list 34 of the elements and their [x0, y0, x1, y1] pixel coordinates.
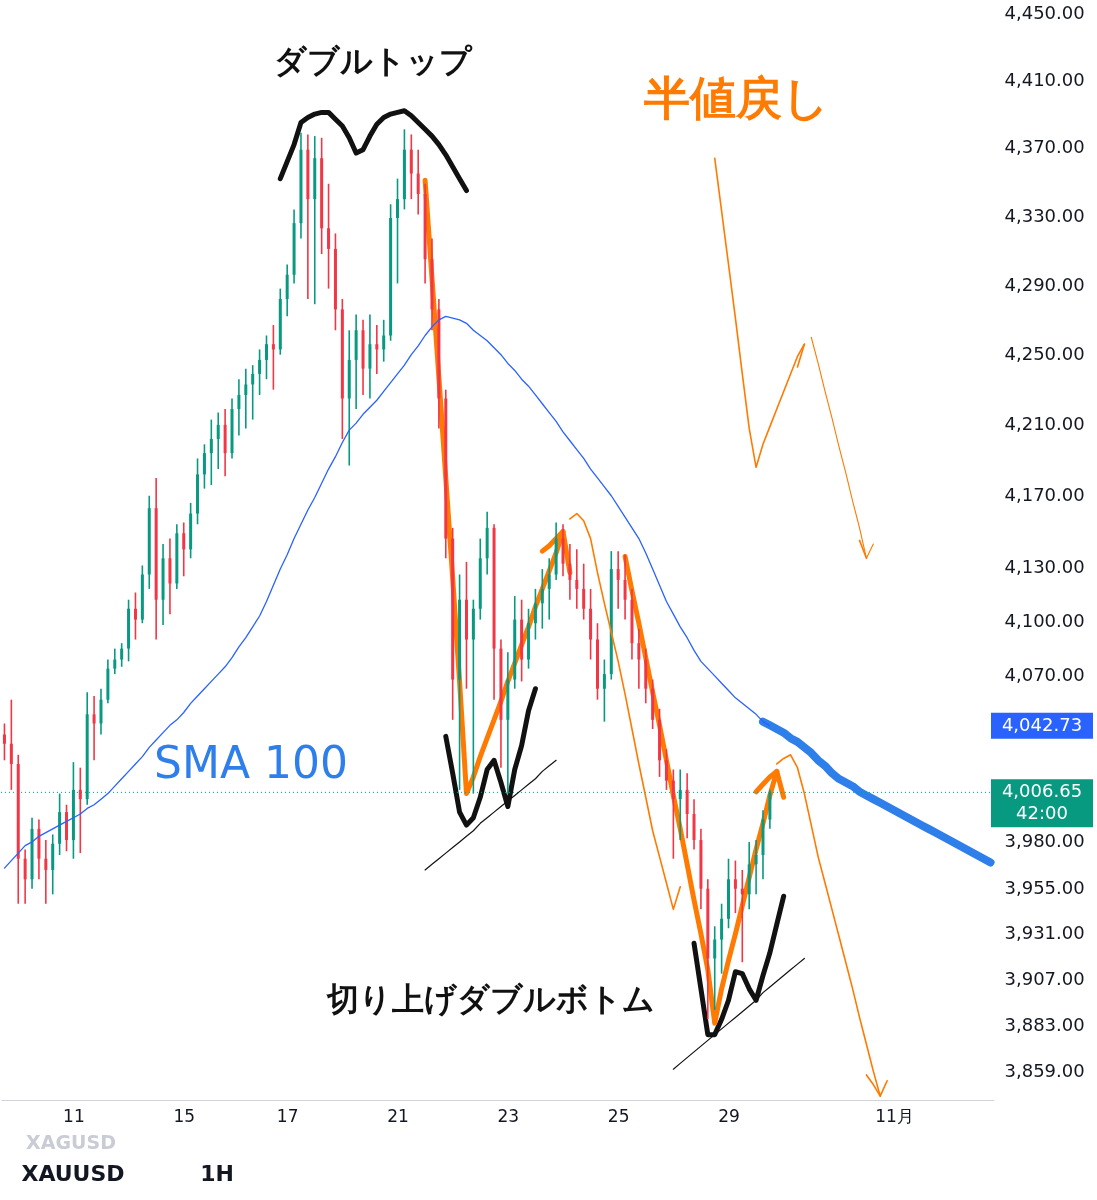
- text: 4,042.73: [1001, 713, 1083, 735]
- y-tick-label: 4,130.00: [1004, 555, 1085, 577]
- y-tick-label: 3,955.00: [1004, 877, 1085, 899]
- y-tick-label: 4,450.00: [1004, 1, 1085, 23]
- annotation: SMA 100: [154, 737, 348, 788]
- x-tick-label: 17: [276, 1105, 299, 1126]
- y-tick-label: 4,170.00: [1004, 484, 1085, 506]
- x-tick-label: 11月: [875, 1105, 914, 1126]
- y-tick-label: 4,210.00: [1004, 413, 1085, 435]
- y-tick-label: 3,859.00: [1004, 1059, 1085, 1081]
- y-tick-label: 4,290.00: [1004, 273, 1085, 295]
- y-tick-label: 4,330.00: [1004, 204, 1085, 226]
- y-tick-label: 4,370.00: [1004, 136, 1085, 158]
- y-tick-label: 3,907.00: [1004, 967, 1085, 989]
- x-tick-label: 29: [718, 1105, 740, 1126]
- text: 1H: [200, 1161, 234, 1186]
- x-tick-label: 15: [173, 1105, 196, 1126]
- ref-line-label: 4,006.65: [1001, 780, 1083, 802]
- annotation: 切り上げダブルボトム: [326, 980, 655, 1018]
- annotation: 半値戻し: [643, 71, 829, 125]
- x-tick-label: 25: [607, 1105, 630, 1126]
- x-tick-label: 21: [387, 1105, 409, 1126]
- y-tick-label: 3,883.00: [1004, 1013, 1085, 1035]
- text: XAUUSD: [21, 1161, 125, 1186]
- x-tick-label: 11: [63, 1105, 85, 1126]
- y-tick-label: 4,410.00: [1004, 68, 1085, 90]
- y-tick-label: 4,100.00: [1004, 609, 1085, 631]
- annotation: ダブルトップ: [274, 42, 473, 80]
- y-tick-label: 3,931.00: [1004, 922, 1085, 944]
- text: 42:00: [1016, 802, 1068, 824]
- y-tick-label: 3,980.00: [1004, 830, 1085, 852]
- x-tick-label: 23: [497, 1105, 520, 1126]
- y-tick-label: 4,070.00: [1004, 664, 1085, 686]
- y-tick-label: 4,250.00: [1004, 343, 1085, 365]
